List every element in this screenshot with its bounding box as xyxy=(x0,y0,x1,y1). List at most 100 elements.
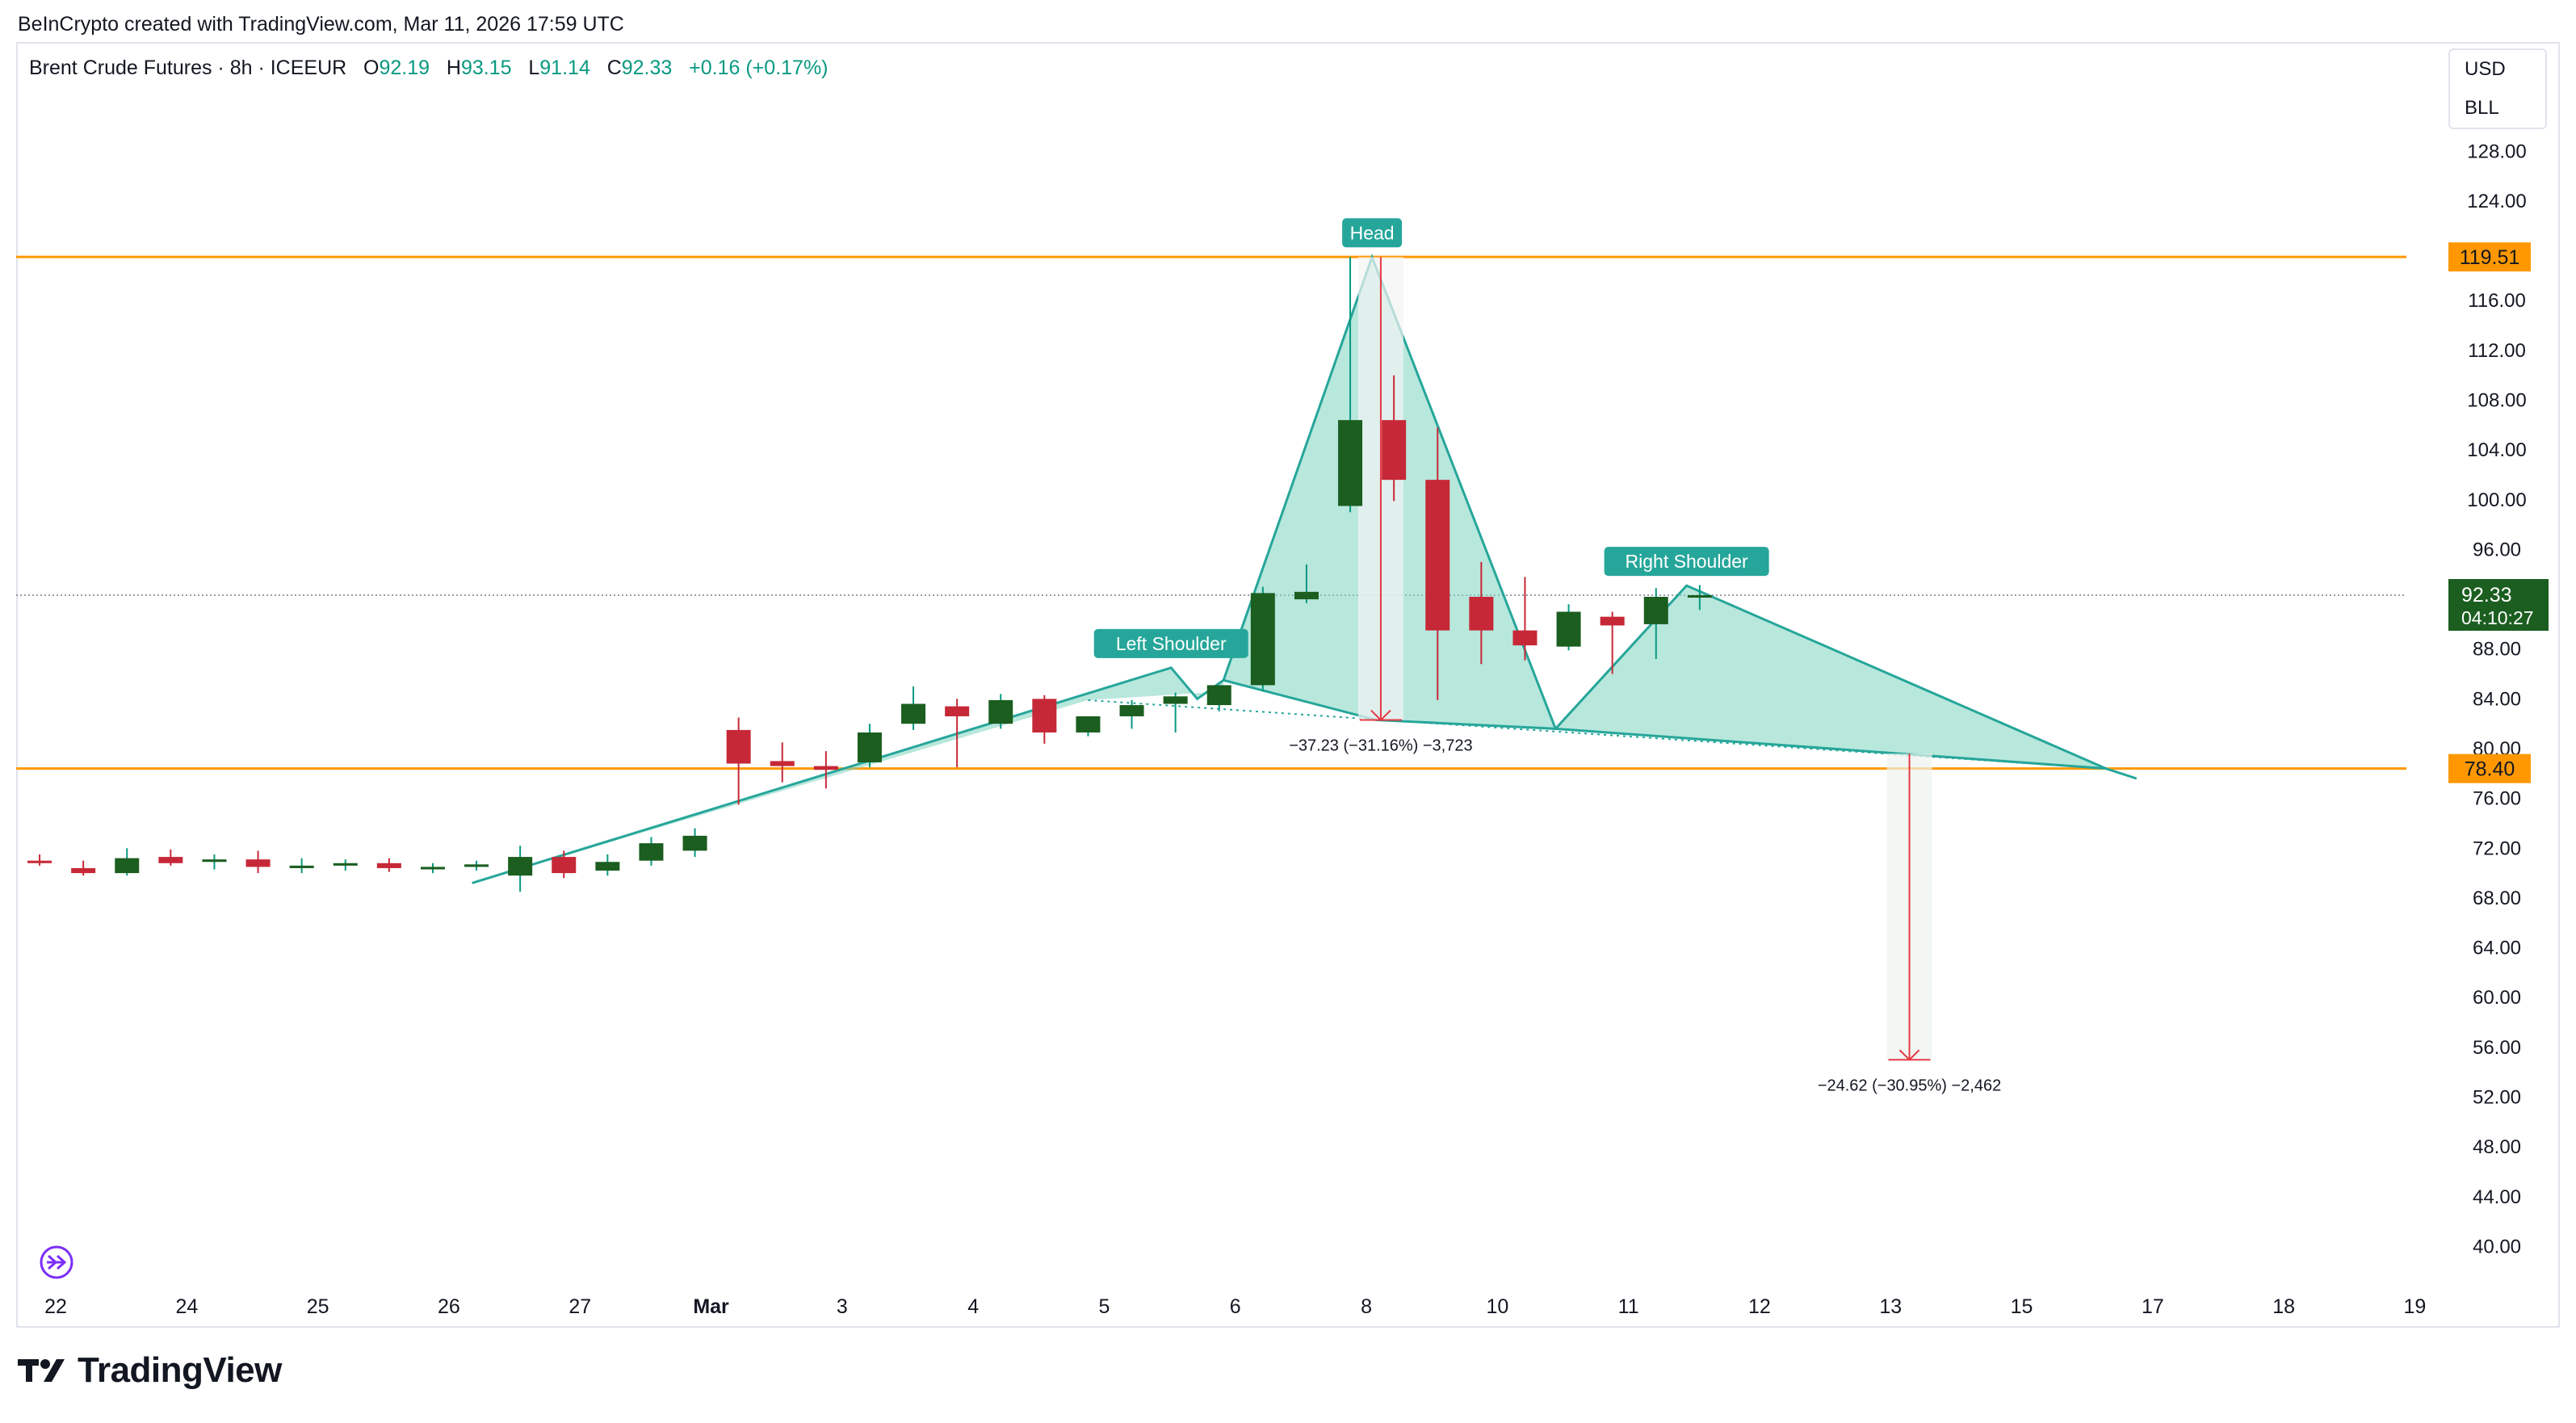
y-tick-label: 68.00 xyxy=(2473,888,2521,909)
y-tick-label: 112.00 xyxy=(2468,340,2526,362)
candle-body xyxy=(420,867,445,870)
candle-body xyxy=(813,766,838,770)
x-tick-label: Mar xyxy=(693,1295,729,1318)
candle xyxy=(1600,611,1625,674)
candle-body xyxy=(1294,591,1319,600)
candle-body xyxy=(289,865,314,868)
x-tick-label: 12 xyxy=(1748,1295,1771,1318)
candle xyxy=(901,686,926,730)
candle xyxy=(1512,577,1538,661)
candle-body xyxy=(1687,595,1712,598)
y-tick-label: 56.00 xyxy=(2473,1037,2521,1059)
y-axis[interactable]: 128.00 124.00 116.00 112.00 108.00 104.00 100.… xyxy=(2448,141,2549,1257)
candle-body xyxy=(1163,696,1188,704)
candle xyxy=(1206,685,1231,712)
candle-body xyxy=(115,858,140,874)
candle xyxy=(508,846,533,892)
candle-body xyxy=(1643,597,1668,624)
candle xyxy=(682,828,707,858)
candle xyxy=(245,850,271,874)
pattern-label-text: Left Shoulder xyxy=(1116,633,1227,654)
change-value: +0.16 (+0.17%) xyxy=(689,57,829,79)
x-tick-label: 13 xyxy=(1879,1295,1902,1318)
candle xyxy=(1469,561,1494,665)
candle-body xyxy=(245,859,271,867)
y-tick-label: 108.00 xyxy=(2467,390,2526,412)
candle-body xyxy=(682,835,707,851)
x-tick-label: 15 xyxy=(2011,1295,2033,1318)
x-tick-label: 17 xyxy=(2142,1295,2164,1318)
y-tick-label: 88.00 xyxy=(2473,639,2521,661)
candle xyxy=(27,854,52,866)
x-axis[interactable]: 22 24 25 26 27 Mar 3 4 5 6 8 10 11 12 13 15 17 18 19 xyxy=(44,1295,2426,1318)
y-tick-label: 100.00 xyxy=(2467,489,2526,511)
x-tick-label: 6 xyxy=(1230,1295,1241,1318)
candle-body xyxy=(71,867,96,874)
scroll-to-latest-button[interactable] xyxy=(40,1245,73,1279)
x-tick-label: 26 xyxy=(438,1295,460,1318)
candle xyxy=(988,694,1013,729)
candle-body xyxy=(1382,420,1407,481)
candle xyxy=(1294,564,1319,603)
candle-body xyxy=(27,860,52,863)
pattern-labels: Left Shoulder Head Right Shoulder xyxy=(1093,218,1769,658)
low-value: 91.14 xyxy=(539,57,590,79)
countdown-label: 04:10:27 xyxy=(2461,607,2534,628)
y-tick-label: 116.00 xyxy=(2468,290,2526,312)
high-label: H xyxy=(446,57,461,79)
y-tick-label: 72.00 xyxy=(2473,837,2521,859)
currency-selector[interactable]: USD BLL xyxy=(2448,48,2547,129)
brand-name: TradingView xyxy=(78,1350,282,1390)
pattern-label: Left Shoulder xyxy=(1093,628,1248,658)
candle xyxy=(1250,586,1275,692)
y-tick-label: 96.00 xyxy=(2473,539,2521,560)
candle-body xyxy=(1600,616,1625,626)
chart-credit: BeInCrypto created with TradingView.com,… xyxy=(18,13,624,36)
level-price-label: 119.51 xyxy=(2460,246,2520,269)
candle xyxy=(158,849,183,866)
y-tick-label: 64.00 xyxy=(2473,938,2521,959)
level-price-label: 78.40 xyxy=(2465,758,2515,781)
y-tick-label: 84.00 xyxy=(2473,688,2521,710)
tradingview-brand[interactable]: TradingView xyxy=(18,1350,282,1391)
low-label: L xyxy=(528,57,540,79)
indicator-label[interactable]: BLL xyxy=(2465,97,2499,119)
candle-body xyxy=(1250,593,1275,686)
candle xyxy=(1076,716,1101,737)
candle xyxy=(857,724,882,768)
measurements: −37.23 (−31.16%) −3,723 −24.62 (−30.95%) … xyxy=(1289,257,2001,1094)
price-levels xyxy=(16,255,2406,770)
symbol-name: Brent Crude Futures · 8h · ICEEUR xyxy=(29,57,347,79)
pattern-label: Right Shoulder xyxy=(1604,547,1769,577)
candle xyxy=(1425,427,1450,700)
candle-body xyxy=(1206,685,1231,706)
candle-body xyxy=(1469,597,1494,631)
y-tick-label: 48.00 xyxy=(2473,1136,2521,1158)
candle xyxy=(71,860,96,876)
candle-body xyxy=(988,699,1013,724)
candle xyxy=(813,751,838,789)
chart-frame xyxy=(16,42,2560,1328)
level-price-tag xyxy=(2448,753,2531,783)
candle-body xyxy=(1556,611,1581,647)
candle-body xyxy=(1425,480,1450,631)
level-price-tag xyxy=(2448,242,2531,272)
x-tick-label: 4 xyxy=(967,1295,979,1318)
candle-body xyxy=(508,857,533,876)
candle-body xyxy=(1338,420,1363,506)
candle xyxy=(1163,692,1188,732)
currency-label[interactable]: USD xyxy=(2465,58,2506,80)
candles xyxy=(27,257,1712,892)
candle-body xyxy=(639,843,664,861)
candle-body xyxy=(1076,716,1101,732)
candle xyxy=(202,854,227,870)
left-arm-line xyxy=(472,666,1225,884)
candle-body xyxy=(1032,699,1057,732)
candle-body xyxy=(901,703,926,724)
x-tick-label: 10 xyxy=(1486,1295,1508,1318)
y-tick-label: 60.00 xyxy=(2473,987,2521,1009)
symbol-legend[interactable]: Brent Crude Futures · 8h · ICEEUR O92.19… xyxy=(29,57,829,80)
x-tick-label: 18 xyxy=(2272,1295,2295,1318)
candle xyxy=(289,858,314,874)
